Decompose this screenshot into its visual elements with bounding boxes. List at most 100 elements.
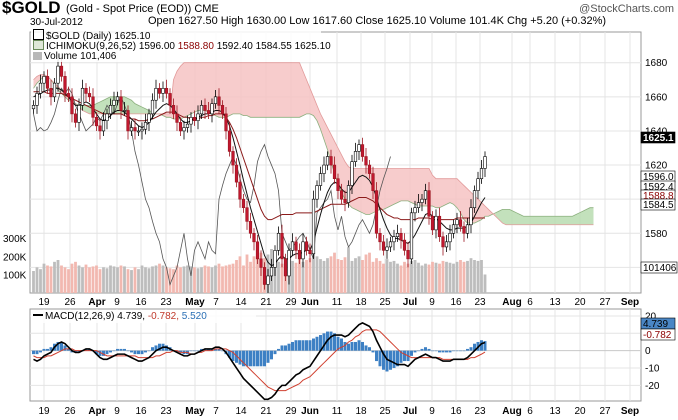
x-tick-label: 16	[135, 297, 147, 308]
candle-up	[129, 127, 134, 132]
price-tick-label: 1620	[645, 161, 668, 172]
candle-down	[63, 76, 67, 94]
candle-up	[350, 161, 354, 186]
x-tick-label: 23	[474, 297, 486, 308]
price-tick-label: 1660	[645, 92, 668, 103]
macd-histogram-bar	[39, 350, 42, 353]
volume-bar	[403, 261, 406, 293]
volume-bar	[476, 260, 480, 293]
candle-up	[476, 178, 480, 191]
macd-histogram-bar	[56, 341, 60, 351]
macd-histogram-bar	[322, 333, 326, 351]
macd-histogram-bar	[427, 348, 431, 351]
candle-down	[283, 258, 288, 277]
candle-down	[262, 267, 267, 285]
macd-histogram-bar	[319, 335, 322, 351]
macd-histogram-bar	[130, 350, 133, 353]
volume-bar	[49, 266, 53, 293]
volume-bar	[249, 261, 252, 293]
volume-bar	[343, 257, 347, 293]
candle-up	[80, 87, 85, 106]
candle-up	[423, 190, 428, 200]
volume-legend-label: Volume 101,406	[44, 51, 117, 62]
macd-histogram-bar	[280, 345, 284, 351]
volume-bar	[67, 269, 70, 293]
x-tick-label: 9	[429, 297, 435, 308]
volume-bar	[217, 263, 221, 293]
candle-up	[108, 105, 113, 115]
volume-bar	[193, 267, 196, 293]
volume-bar	[245, 254, 249, 293]
macd-histogram-bar	[420, 348, 424, 351]
candle-down	[206, 110, 211, 115]
volume-bar	[354, 258, 357, 293]
macd-x-tick-label: 7	[213, 406, 219, 417]
volume-bar	[63, 267, 67, 293]
ichimoku-tenkan-value: 1596.00	[138, 41, 175, 52]
candle-down	[157, 87, 162, 94]
volume-bar	[392, 260, 396, 293]
macd-histogram-bar	[67, 348, 70, 351]
candle-down	[70, 96, 74, 115]
x-tick-label: 20	[574, 297, 586, 308]
macd-histogram-bar	[462, 350, 466, 352]
macd-x-tick-label: Apr	[88, 406, 105, 417]
x-tick-label: 13	[549, 297, 561, 308]
macd-histogram-bar	[403, 350, 406, 362]
candle-up	[35, 93, 39, 106]
macd-x-tick-label: 23	[474, 406, 486, 417]
candle-down	[462, 226, 466, 234]
macd-histogram-bar	[137, 350, 140, 355]
ichimoku-kijun-value: 1588.80	[177, 41, 214, 52]
volume-bar	[361, 260, 364, 293]
x-tick-label: 14	[235, 297, 247, 308]
candle-up	[357, 144, 361, 152]
x-tick-label: 9	[114, 297, 120, 308]
macd-histogram-bar	[441, 350, 445, 353]
candle-down	[437, 215, 442, 238]
candle-down	[252, 232, 256, 243]
candle-up	[318, 173, 323, 186]
macd-histogram-bar	[466, 348, 469, 351]
candle-up	[479, 168, 484, 180]
volume-bar	[473, 260, 476, 293]
macd-tick-label: -20	[645, 381, 660, 392]
x-tick-label: 29	[285, 297, 297, 308]
macd-x-tick-label: 20	[574, 406, 586, 417]
ichimoku-legend-icon	[33, 40, 44, 50]
candle-down	[294, 241, 298, 251]
macd-x-tick-label: 26	[64, 406, 76, 417]
macd-histogram-bar	[434, 350, 438, 352]
macd-histogram-bar	[294, 340, 298, 351]
macd-legend-icon	[33, 314, 43, 316]
candle-up	[346, 185, 351, 203]
volume-bar	[371, 261, 375, 293]
candle-up	[143, 122, 148, 130]
macd-histogram-bar	[231, 350, 235, 362]
cloud-segment	[33, 74, 48, 89]
macd-histogram-bar	[63, 345, 67, 351]
macd-histogram-bar	[259, 350, 263, 367]
candle-down	[91, 96, 95, 118]
volume-bar	[455, 261, 459, 293]
volume-bar	[448, 262, 452, 293]
macd-value-label: -0.782	[643, 330, 672, 341]
cloud-segment	[163, 62, 496, 224]
macd-histogram-bar	[133, 350, 137, 355]
x-tick-label: 26	[64, 297, 76, 308]
volume-bar	[147, 268, 151, 293]
macd-histogram-bar	[49, 347, 53, 351]
macd-value-label: 4.739	[643, 319, 668, 330]
volume-bar	[329, 256, 333, 293]
macd-x-tick-label: 16	[135, 406, 147, 417]
chart-title: $GOLD	[2, 0, 61, 17]
macd-x-tick-label: 25	[379, 406, 391, 417]
macd-histogram-bar	[483, 341, 487, 351]
x-tick-label: 16	[450, 297, 462, 308]
candle-up	[150, 99, 155, 115]
macd-histogram-bar	[350, 341, 354, 351]
candle-down	[241, 198, 246, 209]
macd-histogram-bar	[399, 350, 403, 363]
candle-down	[427, 190, 431, 217]
